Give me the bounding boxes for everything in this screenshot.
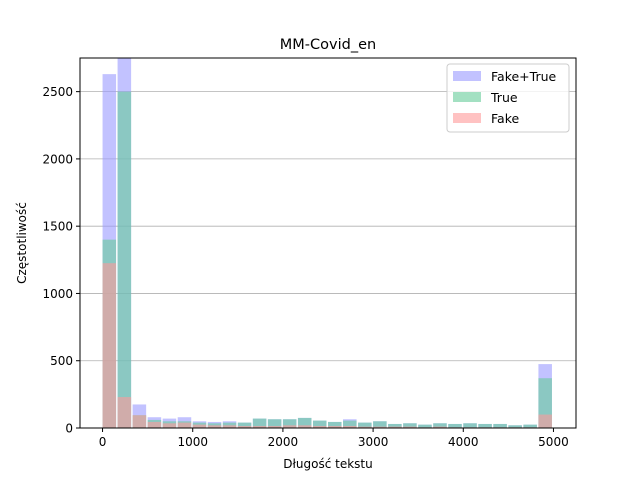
bar-fake — [312, 425, 327, 428]
x-tick-label: 5000 — [538, 435, 569, 449]
bar-fake — [538, 414, 552, 428]
x-axis-label: Długość tekstu — [283, 457, 372, 471]
bar-fake — [177, 422, 192, 428]
bar-true — [282, 419, 297, 428]
bar-true — [433, 423, 447, 428]
bar-fake — [282, 425, 297, 428]
bars — [102, 58, 552, 429]
bar-true — [343, 420, 357, 428]
legend-swatch — [453, 92, 481, 102]
bar-true — [403, 423, 417, 428]
bar-fake — [252, 425, 267, 428]
x-tick-label: 2000 — [268, 435, 299, 449]
bar-true — [237, 422, 252, 428]
bar-fake — [162, 423, 177, 428]
legend-label: True — [490, 90, 518, 105]
bar-true — [297, 417, 312, 428]
y-axis-label: Częstotliwość — [15, 202, 29, 284]
y-tick-label: 0 — [65, 422, 73, 436]
y-tick-label: 500 — [50, 354, 73, 368]
bar-true — [388, 423, 402, 428]
bar-true — [358, 422, 372, 428]
bar-fake — [388, 426, 402, 428]
x-axis-ticks: 0 1000 2000 3000 4000 5000 — [99, 428, 569, 449]
legend-label: Fake — [491, 111, 519, 126]
legend-swatch — [453, 71, 481, 81]
bar-fake — [237, 425, 252, 428]
x-tick-label: 3000 — [358, 435, 389, 449]
bar-fake — [132, 415, 147, 428]
bar-true — [373, 421, 387, 428]
y-tick-label: 2500 — [42, 85, 73, 99]
bar-fake — [192, 424, 207, 428]
bar-true — [508, 425, 522, 428]
bar-fake — [222, 425, 237, 428]
bar-true — [523, 424, 537, 428]
bar-true — [328, 421, 342, 428]
bar-true — [493, 423, 507, 428]
bar-true — [312, 420, 327, 428]
chart-title: MM-Covid_en — [280, 37, 376, 53]
bar-fake — [297, 425, 312, 428]
bar-true — [418, 424, 432, 428]
bar-fake — [102, 263, 117, 428]
bar-fake — [358, 426, 372, 428]
bar-true — [463, 423, 477, 428]
x-tick-label: 4000 — [448, 435, 479, 449]
y-tick-label: 1000 — [42, 287, 73, 301]
bar-true — [478, 423, 492, 428]
bar-fake — [267, 425, 282, 428]
bar-true — [448, 423, 462, 428]
bar-fake — [328, 425, 342, 428]
bar-fake — [433, 426, 447, 428]
bar-fake — [373, 426, 387, 428]
y-tick-label: 1500 — [42, 220, 73, 234]
bar-fake — [207, 425, 222, 428]
x-tick-label: 1000 — [177, 435, 208, 449]
bar-fake — [343, 425, 357, 428]
bar-true — [252, 418, 267, 428]
y-axis-ticks: 0 500 1000 1500 2000 2500 — [42, 85, 80, 436]
bar-fake — [147, 421, 162, 428]
legend-swatch — [453, 113, 481, 123]
bar-fake — [117, 397, 132, 428]
legend-label: Fake+True — [491, 69, 557, 84]
plot-frame — [79, 57, 577, 429]
bar-true — [117, 91, 132, 429]
grid — [80, 91, 576, 429]
bar-true — [267, 419, 282, 428]
legend: Fake+True True Fake — [446, 63, 570, 133]
bar-fake — [403, 426, 417, 428]
y-tick-label: 2000 — [42, 152, 73, 166]
x-tick-label: 0 — [99, 435, 107, 449]
